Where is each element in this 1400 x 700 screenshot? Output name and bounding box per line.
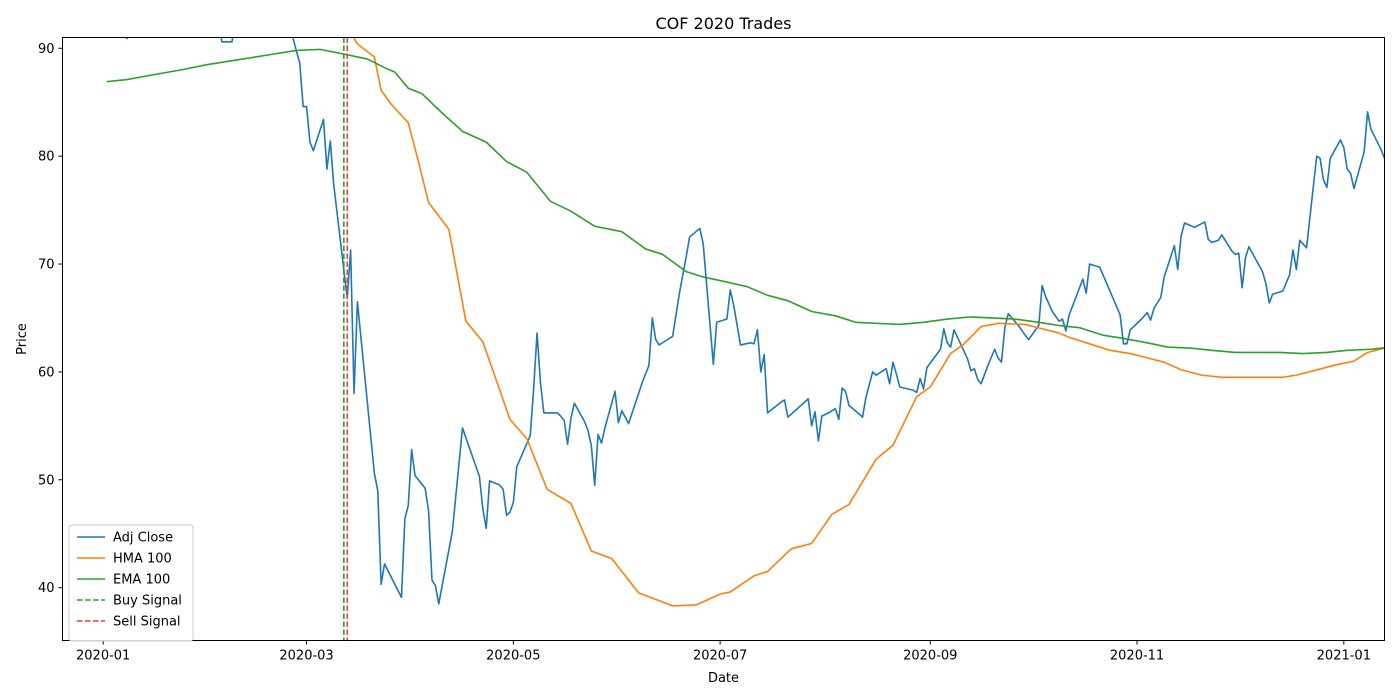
axes-frame	[62, 37, 1385, 641]
legend-label-ema-100: EMA 100	[113, 573, 170, 588]
x-tick-label: 2020-05	[486, 649, 540, 664]
series-line-ema-100	[106, 48, 1385, 355]
chart-title: COF 2020 Trades	[656, 14, 792, 33]
x-tick-label: 2020-01	[76, 649, 130, 664]
y-tick-label: 50	[38, 473, 55, 488]
x-tick-label: 2020-07	[693, 649, 747, 664]
legend: Adj Close HMA 100 EMA 100 Buy Signal Sell Si…	[68, 524, 194, 642]
series-line-hma-100	[352, 37, 1385, 607]
legend-label-adj-close: Adj Close	[113, 531, 173, 546]
y-tick-label: 40	[38, 581, 55, 596]
y-tick-label: 90	[38, 42, 55, 57]
legend-label-sell-signal: Sell Signal	[113, 615, 181, 630]
y-axis-label: Price	[15, 323, 30, 355]
y-tick-label: 60	[38, 365, 55, 380]
legend-box	[68, 524, 194, 642]
y-tick-label: 70	[38, 258, 55, 273]
x-tick-label: 2020-09	[903, 649, 957, 664]
x-axis-label: Date	[708, 671, 739, 686]
axis-ticks: 2020-01 2020-03 2020-05 2020-07 2020-09 2020-…	[38, 42, 1371, 664]
legend-label-hma-100: HMA 100	[113, 552, 172, 567]
legend-label-buy-signal: Buy Signal	[113, 594, 182, 609]
y-tick-label: 80	[38, 150, 55, 165]
series-line-adj-close	[125, 37, 1385, 605]
x-tick-label: 2021-01	[1317, 649, 1371, 664]
x-tick-label: 2020-11	[1110, 649, 1164, 664]
plot-area	[106, 37, 1385, 641]
x-tick-label: 2020-03	[279, 649, 333, 664]
